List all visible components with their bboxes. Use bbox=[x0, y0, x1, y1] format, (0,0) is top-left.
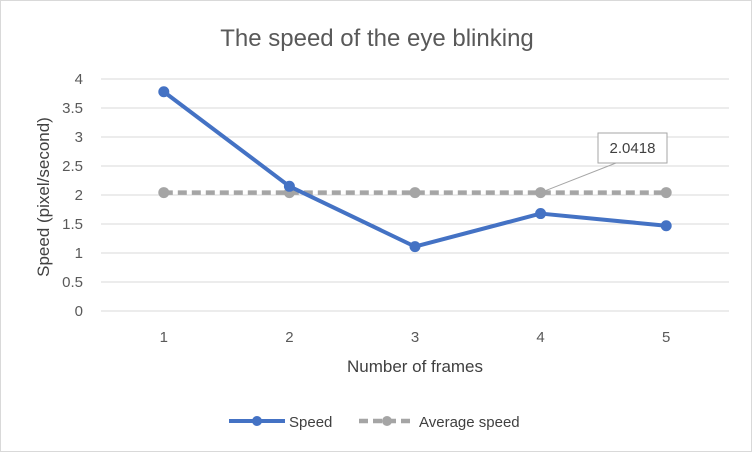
legend-marker-average-speed bbox=[382, 416, 392, 426]
x-axis-ticks: 1 2 3 4 5 bbox=[160, 329, 671, 346]
y-tick-label: 0 bbox=[75, 303, 83, 320]
y-tick-label: 1 bbox=[75, 245, 83, 262]
y-axis-ticks: 0 0.5 1 1.5 2 2.5 3 3.5 4 bbox=[62, 71, 83, 320]
x-axis-title: Number of frames bbox=[347, 357, 483, 376]
speed-point bbox=[535, 208, 547, 220]
y-tick-label: 2 bbox=[75, 187, 83, 204]
y-tick-label: 0.5 bbox=[62, 274, 83, 291]
series-layer bbox=[158, 86, 672, 253]
x-tick-label: 1 bbox=[160, 329, 168, 346]
callout-leader-line bbox=[540, 162, 617, 194]
legend: Speed Average speed bbox=[229, 414, 520, 431]
speed-point bbox=[660, 220, 672, 232]
speed-point bbox=[283, 180, 295, 192]
average-speed-point bbox=[158, 187, 170, 199]
chart-title: The speed of the eye blinking bbox=[220, 25, 534, 52]
y-tick-label: 1.5 bbox=[62, 216, 83, 233]
legend-label-speed: Speed bbox=[289, 414, 332, 431]
callout-box bbox=[597, 132, 668, 164]
y-tick-label: 2.5 bbox=[62, 158, 83, 175]
x-tick-label: 2 bbox=[285, 329, 293, 346]
legend-label-average-speed: Average speed bbox=[419, 414, 520, 431]
y-tick-label: 3.5 bbox=[62, 100, 83, 117]
speed-point bbox=[158, 86, 170, 98]
y-axis-title: Speed (pixel/second) bbox=[34, 117, 53, 277]
speed-point bbox=[409, 241, 421, 253]
average-speed-point bbox=[660, 187, 672, 199]
y-tick-label: 4 bbox=[75, 71, 83, 88]
legend-marker-speed bbox=[252, 416, 262, 426]
y-tick-label: 3 bbox=[75, 129, 83, 146]
data-callout: 2.0418 bbox=[540, 132, 668, 194]
speed-line bbox=[161, 89, 669, 249]
x-tick-label: 5 bbox=[662, 329, 670, 346]
x-tick-label: 3 bbox=[411, 329, 419, 346]
callout-label: 2.0418 bbox=[610, 140, 656, 157]
average-speed-point bbox=[409, 187, 421, 199]
x-tick-label: 4 bbox=[536, 329, 544, 346]
